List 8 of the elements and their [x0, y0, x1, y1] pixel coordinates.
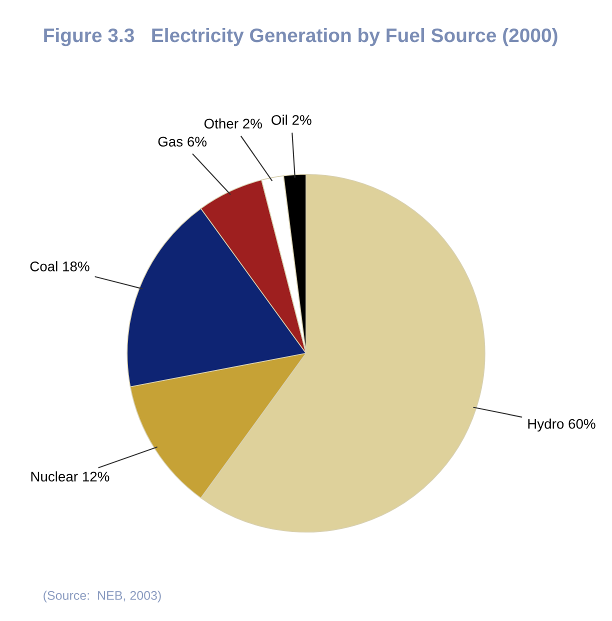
slice-label: Other 2%	[204, 118, 262, 129]
slice-label: Nuclear 12%	[31, 471, 110, 482]
chart-title: Figure 3.3 Electricity Generation by Fuel Source (2000)	[44, 28, 558, 46]
text: (Source: NEB, 2003)	[44, 590, 161, 602]
slice-label: Gas 6%	[158, 136, 207, 147]
slice-label: Coal 18%	[30, 261, 90, 272]
slice-label: Hydro 60%	[528, 418, 596, 432]
slice-label: Oil 2%	[272, 114, 312, 125]
